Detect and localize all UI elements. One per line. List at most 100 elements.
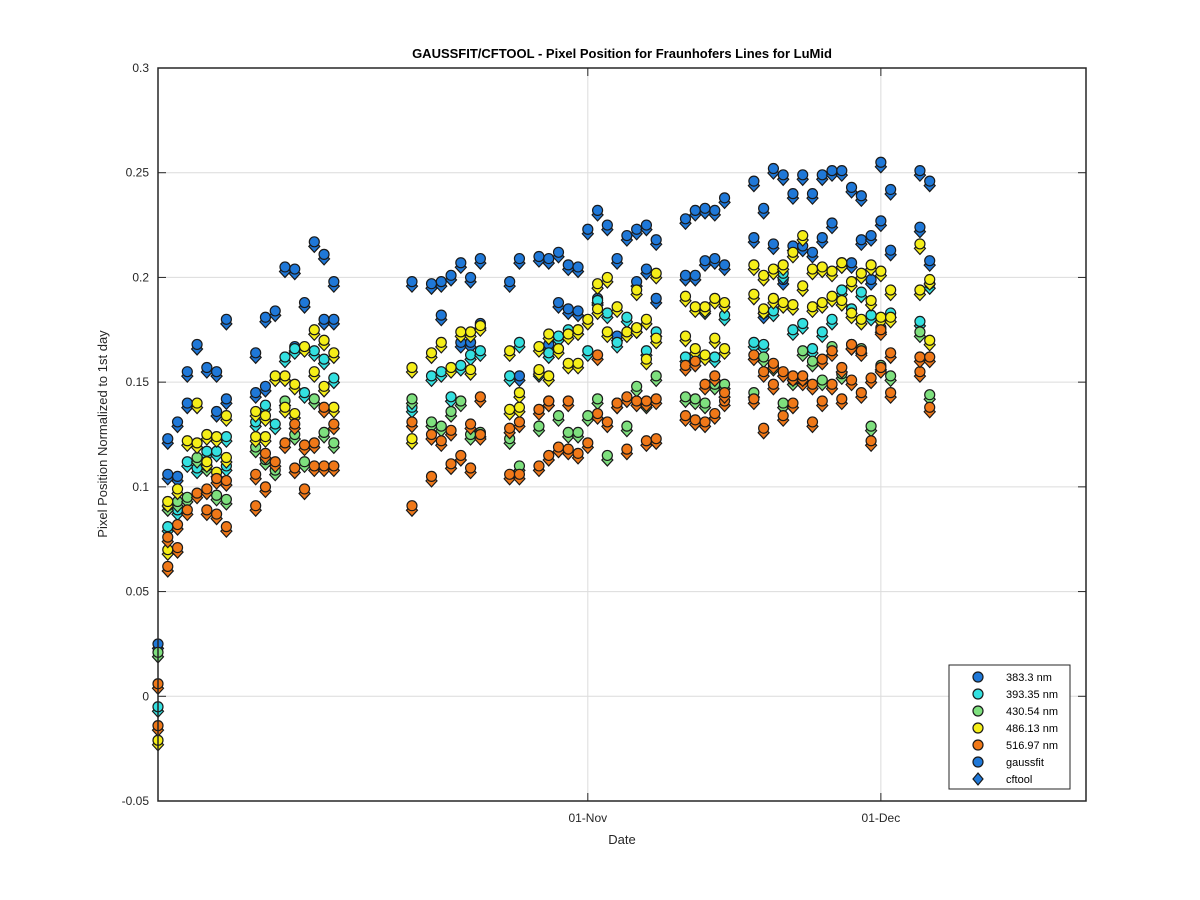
- legend-label-516: 516.97 nm: [1006, 740, 1058, 752]
- gaussfit-point: [718, 296, 731, 309]
- gaussfit-point: [328, 276, 340, 288]
- gaussfit-point: [591, 393, 604, 405]
- gaussfit-point: [513, 416, 526, 428]
- gaussfit-point: [582, 410, 594, 422]
- gaussfit-point: [162, 521, 174, 533]
- gaussfit-point: [758, 303, 770, 315]
- gaussfit-point: [640, 313, 653, 325]
- gaussfit-point: [621, 420, 633, 432]
- gaussfit-point: [758, 338, 770, 351]
- gaussfit-point: [826, 345, 838, 357]
- gaussfit-point: [572, 305, 584, 317]
- legend-marker: [972, 756, 984, 768]
- gaussfit-point: [875, 156, 887, 168]
- gaussfit-point: [464, 326, 477, 338]
- gaussfit-point: [543, 252, 555, 265]
- gaussfit-point: [621, 229, 633, 242]
- gaussfit-point: [435, 420, 447, 432]
- gaussfit-point: [279, 261, 291, 273]
- gaussfit-point: [767, 378, 780, 390]
- gaussfit-point: [787, 188, 799, 200]
- gaussfit-point: [699, 416, 711, 428]
- y-tick-label: 0: [142, 689, 149, 703]
- gaussfit-point: [885, 311, 897, 323]
- chart-title: GAUSSFIT/CFTOOL - Pixel Position for Fra…: [412, 46, 832, 61]
- y-tick-label: 0.3: [132, 61, 149, 75]
- gaussfit-point: [259, 447, 272, 459]
- gaussfit-point: [591, 303, 604, 315]
- gaussfit-point: [924, 401, 936, 413]
- gaussfit-point: [885, 244, 897, 256]
- gaussfit-point: [220, 474, 232, 487]
- gaussfit-point: [298, 387, 311, 399]
- gaussfit-point: [504, 370, 516, 382]
- gaussfit-point: [611, 397, 623, 409]
- tick-labels: -0.05 0 0.05 0.1 0.15 0.2 0.25 0.3 01-Nov 01-Dec: [122, 61, 901, 825]
- gaussfit-point: [318, 426, 330, 439]
- legend-label-cftool: cftool: [1006, 774, 1032, 786]
- gaussfit-point: [474, 428, 486, 441]
- gaussfit-point: [162, 531, 174, 543]
- gaussfit-point: [816, 374, 828, 386]
- gaussfit-point: [289, 407, 301, 420]
- gaussfit-point: [797, 345, 809, 357]
- gaussfit-point: [621, 311, 633, 323]
- gaussfit-point: [406, 433, 418, 445]
- gaussfit-point: [250, 500, 262, 512]
- gaussfit-point: [543, 370, 555, 382]
- legend-label-gaussfit: gaussfit: [1006, 757, 1044, 769]
- gaussfit-point: [777, 410, 789, 422]
- gaussfit-point: [406, 361, 418, 374]
- y-tick-label: 0.2: [132, 270, 149, 284]
- legend-label-393: 393.35 nm: [1006, 689, 1058, 701]
- gaussfit-point: [836, 165, 848, 177]
- gaussfit-point: [562, 259, 574, 271]
- gaussfit-point: [572, 447, 584, 459]
- gaussfit-point: [845, 257, 858, 269]
- gaussfit-point: [914, 315, 926, 328]
- gaussfit-point: [806, 188, 819, 200]
- gaussfit-point: [533, 403, 545, 415]
- gaussfit-point: [211, 405, 223, 418]
- gaussfit-point: [328, 460, 340, 472]
- gaussfit-point: [455, 449, 467, 462]
- gaussfit-point: [445, 361, 457, 374]
- gaussfit-point: [845, 276, 858, 288]
- gaussfit-point: [250, 347, 262, 359]
- gaussfit-point: [259, 410, 272, 422]
- gaussfit-point: [679, 410, 692, 422]
- gaussfit-point: [513, 401, 526, 413]
- y-tick-label: 0.15: [126, 375, 150, 389]
- gaussfit-point: [836, 284, 848, 296]
- gaussfit-point: [914, 326, 926, 338]
- legend-label-486: 486.13 nm: [1006, 723, 1058, 735]
- gaussfit-point: [718, 192, 731, 204]
- gaussfit-point: [650, 393, 662, 405]
- gaussfit-point: [806, 343, 819, 355]
- gaussfit-point: [601, 416, 613, 428]
- gaussfit-point: [259, 311, 272, 323]
- gaussfit-point: [885, 347, 897, 359]
- gaussfit-point: [787, 370, 799, 382]
- plot-frame: [157, 67, 1087, 802]
- gaussfit-point: [464, 271, 477, 284]
- gaussfit-point: [797, 229, 809, 242]
- gaussfit-point: [445, 405, 457, 418]
- gaussfit-point: [445, 424, 457, 436]
- gaussfit-point: [718, 259, 731, 271]
- gaussfit-point: [758, 422, 770, 434]
- legend: 383.3 nm 393.35 nm 430.54 nm 486.13 nm 5…: [948, 664, 1071, 790]
- gaussfit-point: [865, 229, 877, 242]
- gaussfit-point: [259, 399, 272, 411]
- gaussfit-point: [758, 269, 770, 281]
- gaussfit-point: [318, 353, 330, 365]
- gaussfit-point: [513, 336, 526, 348]
- gaussfit-point: [679, 290, 692, 302]
- gaussfit-point: [591, 407, 604, 420]
- gaussfit-point: [865, 372, 877, 384]
- gaussfit-point: [562, 426, 574, 439]
- gaussfit-point: [279, 437, 291, 449]
- y-tick-label: 0.05: [126, 585, 150, 599]
- gaussfit-point: [562, 443, 574, 455]
